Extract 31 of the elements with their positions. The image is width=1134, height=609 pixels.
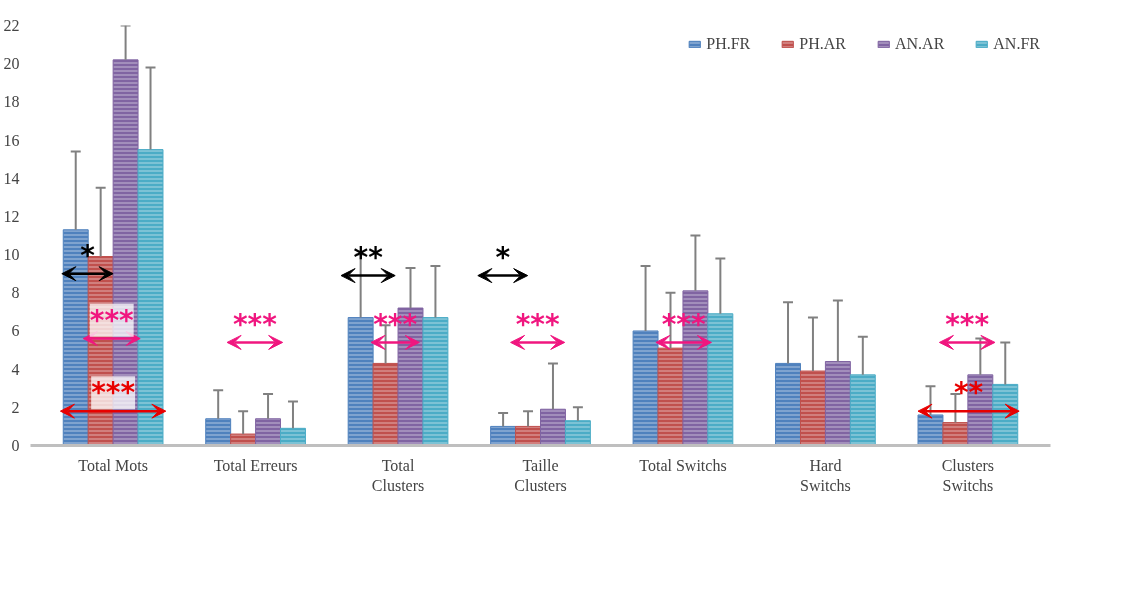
legend-label: PH.AR [799,35,846,53]
annotation: *** [89,303,135,337]
annotation: *** [515,307,560,341]
legend-label: AN.FR [993,35,1040,53]
annotation: *** [945,307,990,341]
annotation: *** [373,307,418,341]
x-tick-label: Total Clusters [371,456,425,494]
x-tick-label: Taille Clusters [514,456,567,494]
x-tick-label: Total Switchs [639,456,727,474]
y-tick-label: 12 [3,207,20,225]
annotation: * [495,240,511,274]
y-tick-label: 18 [3,93,20,111]
legend-label: AN.AR [894,35,945,53]
x-tick-label: Total Erreurs [213,456,298,474]
y-tick-label: 22 [3,17,20,34]
y-tick-label: 4 [11,360,20,378]
annotation: *** [232,307,278,341]
y-tick-label: 2 [11,398,20,416]
y-tick-label: 14 [3,169,20,187]
annotation: ** [353,240,384,274]
y-tick-label: 16 [3,131,20,149]
y-tick-label: 10 [3,246,20,264]
x-tick-label: Total Mots [78,456,148,474]
x-tick-label: Clusters Switchs [941,456,995,494]
y-tick-label: 20 [3,55,20,73]
y-tick-label: 6 [11,322,20,340]
x-tick-label: Hard Switchs [800,456,851,494]
legend-label: PH.FR [706,35,751,53]
y-tick-label: 0 [11,437,20,454]
y-tick-label: 8 [11,284,20,302]
annotation: *** [91,376,136,410]
